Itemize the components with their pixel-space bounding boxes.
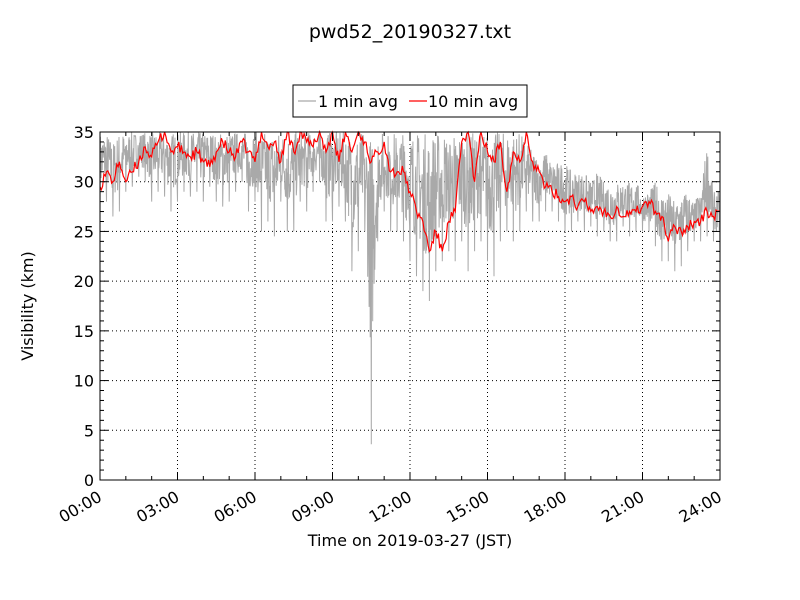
x-tick-label: 00:00 xyxy=(56,487,105,527)
legend-label-1-min-avg: 1 min avg xyxy=(318,92,398,111)
x-axis-label: Time on 2019-03-27 (JST) xyxy=(307,531,512,550)
x-tick-label: 15:00 xyxy=(443,487,492,527)
y-tick-label: 35 xyxy=(74,123,94,142)
y-tick-label: 30 xyxy=(74,173,94,192)
legend-label-10-min-avg: 10 min avg xyxy=(428,92,518,111)
series-1-min-avg xyxy=(99,130,721,445)
x-tick-label: 06:00 xyxy=(211,487,260,527)
x-tick-label: 21:00 xyxy=(598,487,647,527)
x-tick-label: 09:00 xyxy=(288,487,337,527)
y-tick-label: 0 xyxy=(84,471,94,490)
y-tick-label: 20 xyxy=(74,272,94,291)
legend: 1 min avg 10 min avg xyxy=(292,84,528,118)
series-10-min-avg xyxy=(99,129,721,253)
chart-title: pwd52_20190327.txt xyxy=(309,21,511,43)
x-tick-label: 24:00 xyxy=(676,487,725,527)
y-tick-label: 10 xyxy=(74,372,94,391)
x-tick-label: 03:00 xyxy=(133,487,182,527)
y-tick-label: 25 xyxy=(74,222,94,241)
y-tick-label: 5 xyxy=(84,421,94,440)
series-layer xyxy=(99,129,721,445)
y-tick-label: 15 xyxy=(74,322,94,341)
x-tick-label: 12:00 xyxy=(366,487,415,527)
x-tick-label: 18:00 xyxy=(521,487,570,527)
y-axis-label: Visibility (km) xyxy=(18,251,37,360)
